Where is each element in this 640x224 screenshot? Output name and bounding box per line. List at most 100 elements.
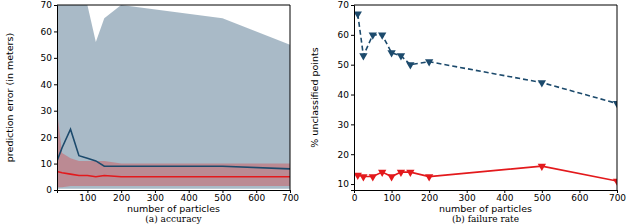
marker — [387, 174, 395, 181]
y-tick-label: 40 — [41, 80, 53, 90]
y-tick-mark — [54, 137, 57, 138]
y-tick-label: 30 — [41, 106, 53, 116]
marker — [538, 164, 546, 171]
x-tick: 200 — [113, 190, 130, 203]
x-tick-label: 700 — [609, 193, 626, 203]
plot-area — [354, 12, 617, 186]
y-tick: 50 — [338, 60, 354, 70]
marker — [425, 174, 433, 181]
x-axis: 0 100 200 300 400 500 600 700 — [352, 190, 627, 203]
y-tick-label: 10 — [41, 159, 53, 169]
y-tick-mark — [54, 111, 57, 112]
marker — [378, 170, 386, 177]
x-tick-label: 200 — [113, 193, 130, 203]
y-tick-mark — [351, 184, 354, 185]
x-tick: 400 — [181, 190, 198, 203]
y-tick-label: 30 — [338, 120, 350, 130]
y-tick-label: 50 — [41, 53, 53, 63]
y-tick: 30 — [41, 106, 57, 116]
y-tick-mark — [351, 5, 354, 6]
x-tick-label: 200 — [421, 193, 438, 203]
plot-area — [57, 5, 290, 189]
y-tick-mark — [54, 164, 57, 165]
y-tick: 10 — [338, 179, 354, 189]
marker — [359, 174, 367, 181]
y-tick-mark — [54, 31, 57, 32]
band — [57, 5, 290, 189]
y-tick-mark — [54, 5, 57, 6]
y-tick-label: 70 — [338, 0, 350, 10]
x-tick: 500 — [214, 190, 231, 203]
figure: 100200300400500600700010203040506070numb… — [0, 0, 640, 224]
x-tick: 500 — [534, 190, 551, 203]
y-tick-label: 60 — [41, 27, 53, 37]
subplot: 100200300400500600700010203040506070numb… — [4, 0, 299, 224]
y-tick-label: 10 — [338, 179, 350, 189]
y-tick: 60 — [41, 27, 57, 37]
y-label: % unclassified points — [309, 47, 320, 147]
marker — [354, 12, 362, 19]
x-label: number of particles — [439, 203, 532, 214]
marker — [406, 170, 414, 177]
marker — [425, 59, 433, 66]
marker — [369, 174, 377, 181]
frame — [354, 5, 617, 6]
x-axis: 100200300400500600700 — [58, 190, 300, 203]
x-tick: 400 — [496, 190, 513, 203]
x-tick-label: 300 — [147, 193, 164, 203]
marker — [538, 80, 546, 87]
y-axis-line — [54, 6, 58, 191]
y-tick-label: 0 — [46, 185, 52, 195]
y-tick: 0 — [46, 185, 57, 195]
x-tick-label: 600 — [248, 193, 265, 203]
y-axis: 010203040506070 — [41, 0, 58, 195]
y-tick-mark — [351, 65, 354, 66]
marker — [613, 179, 617, 186]
x-tick-label: 300 — [459, 193, 476, 203]
line — [57, 172, 290, 177]
y-tick: 60 — [338, 30, 354, 40]
y-tick: 50 — [41, 53, 57, 63]
x-tick: 100 — [79, 190, 96, 203]
x-tick-label: 500 — [534, 193, 551, 203]
y-tick: 10 — [41, 159, 57, 169]
x-tick: 700 — [609, 190, 626, 203]
y-tick-label: 50 — [338, 60, 350, 70]
x-tick-label: 100 — [79, 193, 96, 203]
marker — [613, 101, 617, 108]
frame — [617, 5, 618, 190]
x-tick: 100 — [383, 190, 400, 203]
caption: (a) accuracy — [145, 214, 202, 224]
x-tick: 600 — [571, 190, 588, 203]
x-tick-label: 100 — [383, 193, 400, 203]
y-tick: 70 — [338, 0, 354, 10]
marker — [378, 32, 386, 39]
line — [358, 166, 617, 181]
x-tick-label: 400 — [496, 193, 513, 203]
x-label: number of particles — [127, 203, 220, 214]
y-tick-label: 20 — [41, 133, 53, 143]
y-axis-line — [351, 6, 355, 191]
y-tick: 40 — [41, 80, 57, 90]
line — [57, 129, 290, 169]
x-tick-label: 500 — [214, 193, 231, 203]
marker — [406, 62, 414, 69]
marker — [397, 53, 405, 60]
y-tick-mark — [54, 84, 57, 85]
marker — [387, 50, 395, 57]
y-tick-mark — [351, 95, 354, 96]
y-axis: 10 20 30 40 50 60 70 — [338, 0, 355, 190]
x-tick-label: 400 — [181, 193, 198, 203]
y-tick-mark — [351, 154, 354, 155]
x-tick: 0 — [352, 190, 358, 203]
y-tick-label: 40 — [338, 90, 350, 100]
y-tick: 40 — [338, 90, 354, 100]
x-tick: 300 — [147, 190, 164, 203]
x-tick-label: 600 — [571, 193, 588, 203]
x-tick: 300 — [459, 190, 476, 203]
x-tick: 600 — [248, 190, 265, 203]
y-tick-mark — [351, 35, 354, 36]
y-tick: 20 — [338, 150, 354, 160]
line — [358, 14, 617, 104]
x-tick-label: 0 — [352, 193, 358, 203]
